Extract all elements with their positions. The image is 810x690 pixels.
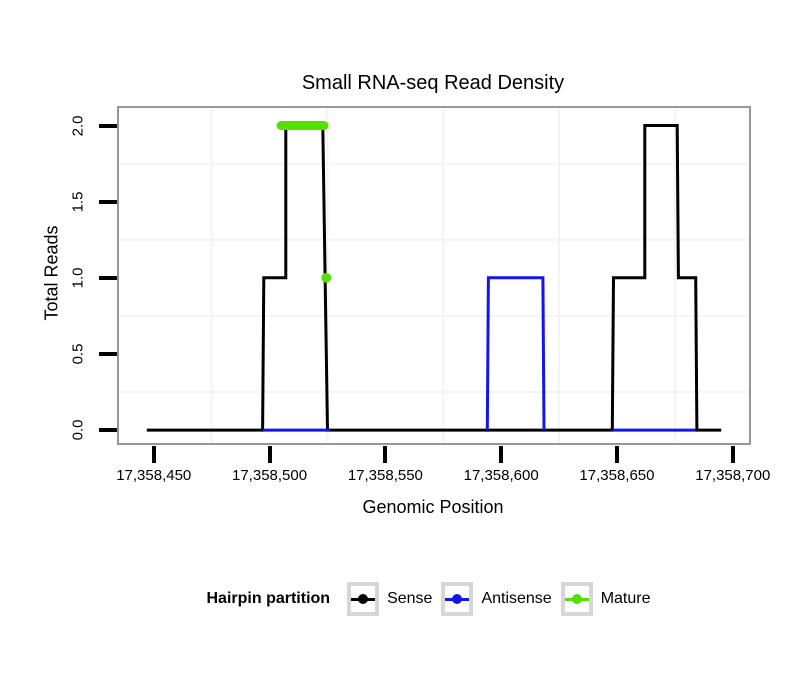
y-tick-mark <box>99 123 117 128</box>
plot-area <box>119 108 749 443</box>
x-tick-mark <box>499 446 504 463</box>
y-tick-mark <box>99 351 117 356</box>
y-tick-mark <box>99 275 117 280</box>
legend-key-sense <box>347 582 380 616</box>
mature-point <box>321 272 332 283</box>
x-tick-label: 17,358,650 <box>579 467 655 484</box>
legend-key-antisense <box>441 582 474 616</box>
y-tick-label: 1.5 <box>69 191 87 213</box>
legend-key-mature <box>560 582 593 616</box>
y-tick-mark <box>99 428 117 433</box>
y-tick-label: 1.0 <box>69 267 87 289</box>
x-tick-mark <box>383 446 388 463</box>
mature-dot-icon <box>571 594 582 604</box>
plot-panel <box>117 106 751 445</box>
x-tick-label: 17,358,700 <box>695 467 771 484</box>
y-tick-mark <box>99 199 117 204</box>
x-tick-label: 17,358,550 <box>347 467 423 484</box>
y-tick-label: 0.5 <box>69 343 87 365</box>
sense-coverage-line <box>146 124 722 432</box>
sense-dot-icon <box>358 594 369 604</box>
x-tick-label: 17,358,450 <box>116 467 192 484</box>
x-axis-title: Genomic Position <box>362 497 504 517</box>
x-tick-mark <box>151 446 156 463</box>
x-tick-mark <box>267 446 272 463</box>
legend-title: Hairpin partition <box>206 590 331 607</box>
legend-label-mature: Mature <box>600 590 651 607</box>
x-tick-mark <box>614 446 619 463</box>
legend: Hairpin partition Sense Antisense Mature <box>56 581 810 617</box>
x-tick-label: 17,358,600 <box>463 467 539 484</box>
chart-title: Small RNA-seq Read Density <box>301 72 565 94</box>
y-tick-label: 0.0 <box>69 419 87 441</box>
y-tick-label: 2.0 <box>69 115 87 136</box>
legend-label-antisense: Antisense <box>481 590 552 607</box>
legend-label-sense: Sense <box>387 590 433 607</box>
antisense-coverage-line <box>485 276 546 431</box>
x-tick-label: 17,358,500 <box>232 467 308 484</box>
antisense-dot-icon <box>452 594 463 604</box>
y-axis-title: Total Reads <box>41 225 62 321</box>
x-tick-mark <box>730 446 735 463</box>
